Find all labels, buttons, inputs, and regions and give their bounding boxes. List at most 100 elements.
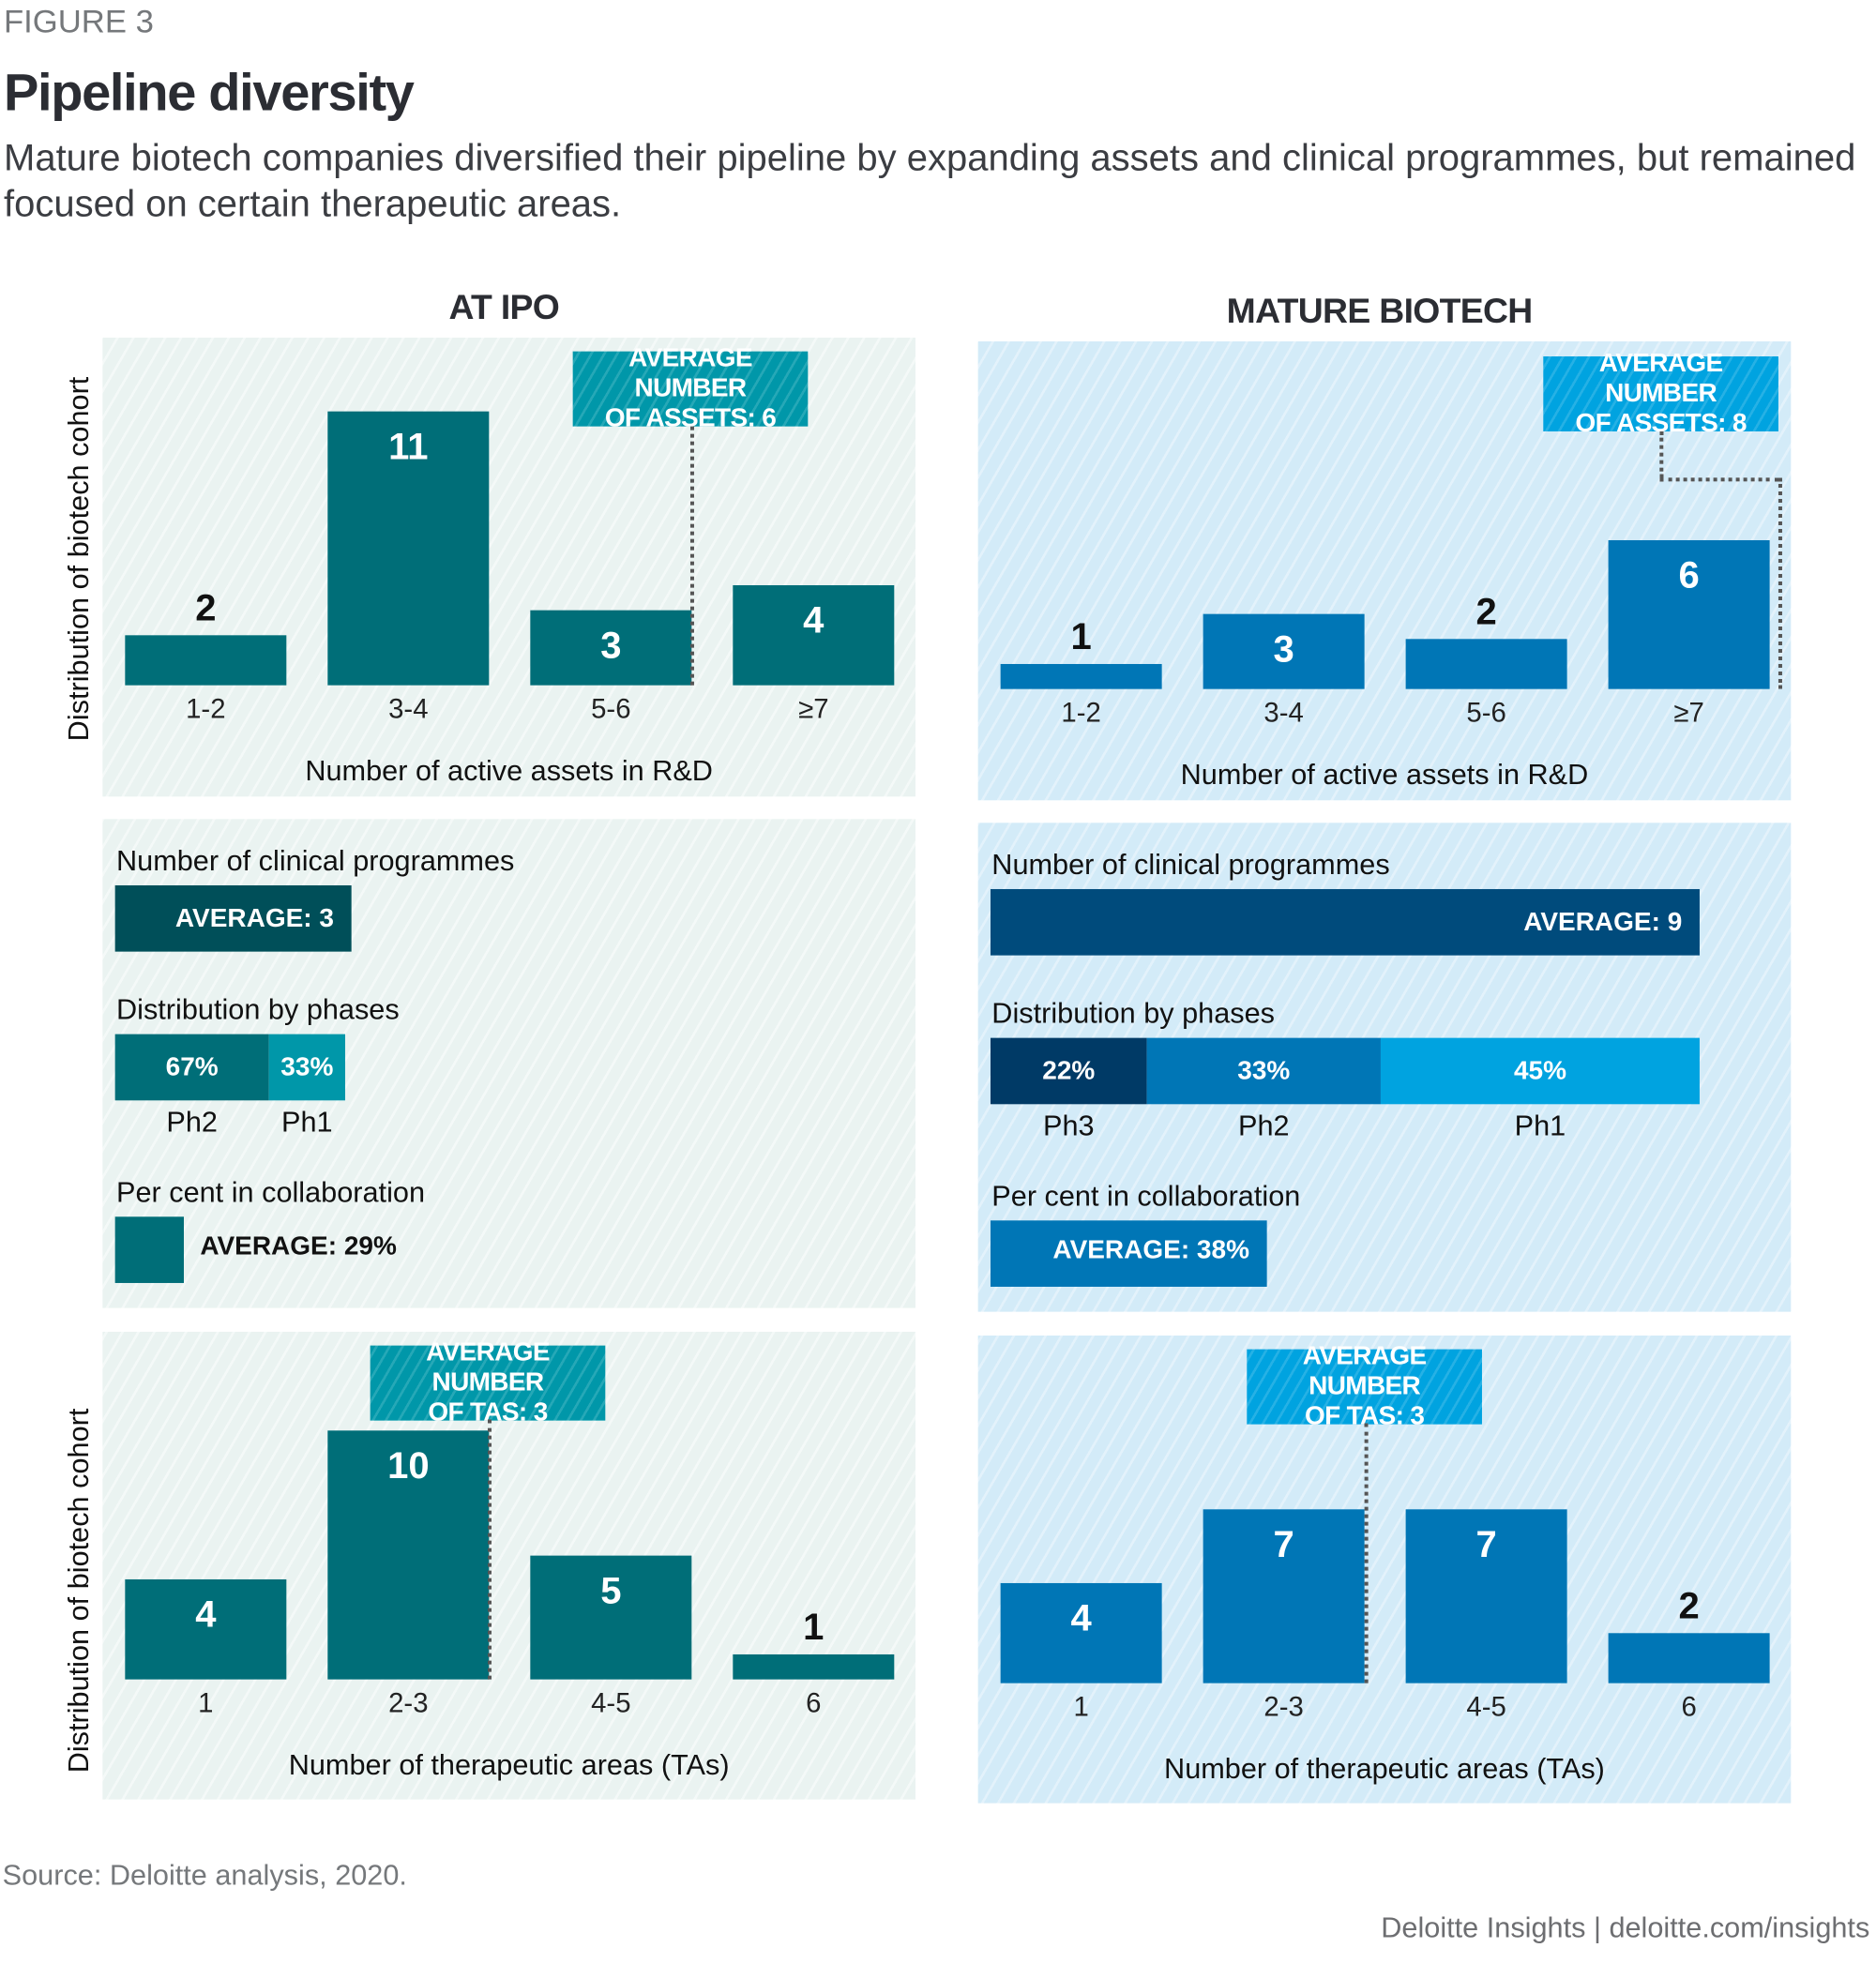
- figure-title: Pipeline diversity: [3, 62, 415, 122]
- category-label: 5-6: [1466, 696, 1506, 728]
- collaboration-label: Per cent in collaboration: [991, 1179, 1301, 1212]
- bar-5-6: [1405, 639, 1567, 689]
- programmes-average-bar: AVERAGE: 3: [114, 884, 352, 952]
- bar-value-label: 3: [600, 626, 622, 668]
- category-label: 2-3: [1263, 1690, 1304, 1722]
- bar-5-6: [530, 611, 692, 686]
- category-label: 1: [1073, 1690, 1089, 1722]
- category-label: 3-4: [1263, 696, 1304, 728]
- category-label: 3-4: [388, 692, 429, 724]
- average-annotation: AVERAGE NUMBER OF TAS: 3: [1247, 1342, 1482, 1430]
- programmes-average-label: AVERAGE: 3: [174, 903, 334, 932]
- phase-percent: 33%: [280, 1051, 334, 1081]
- average-dotted-line: [1659, 430, 1664, 478]
- collaboration-average-label: AVERAGE: 38%: [1052, 1235, 1249, 1264]
- phase-segment-ph1: 33%: [268, 1034, 345, 1101]
- average-annotation: AVERAGE NUMBER OF TAS: 3: [370, 1338, 606, 1427]
- bar-4-5: [1405, 1508, 1567, 1684]
- bar-value-label: 7: [1475, 1523, 1497, 1565]
- bar-1-2: [125, 635, 287, 686]
- phase-segment-ph3: 22%: [990, 1037, 1147, 1105]
- phase-segment-ph2: 33%: [1146, 1037, 1381, 1105]
- ipo-programmes-panel: Number of clinical programmes AVERAGE: 3 D…: [102, 819, 915, 1308]
- average-annotation-line1: AVERAGE NUMBER: [1302, 1341, 1427, 1401]
- column-heading-mature-biotech: MATURE BIOTECH: [1226, 291, 1534, 330]
- bar-value-label: 4: [1070, 1598, 1092, 1640]
- bar-1: [1000, 1583, 1162, 1684]
- average-annotation: AVERAGE NUMBER OF ASSETS: 8: [1543, 349, 1778, 438]
- x-axis-title: Number of therapeutic areas (TAs): [288, 1747, 730, 1781]
- average-dotted-line: [1364, 1423, 1369, 1684]
- phase-name: Ph1: [1514, 1109, 1566, 1142]
- category-label: 6: [1681, 1690, 1697, 1722]
- bar-value-label: 7: [1273, 1523, 1294, 1565]
- phase-name: Ph2: [1238, 1109, 1290, 1142]
- average-dotted-line: [1778, 477, 1782, 689]
- category-label: 4-5: [1466, 1690, 1506, 1722]
- category-label: 4-5: [591, 1686, 631, 1718]
- bar-2-3: [1203, 1508, 1365, 1684]
- bar-value-label: 10: [387, 1445, 430, 1487]
- collaboration-bar: [990, 1220, 1267, 1287]
- average-annotation-line1: AVERAGE NUMBER: [628, 343, 752, 403]
- bar-value-label: 3: [1273, 629, 1294, 672]
- average-annotation-line1: AVERAGE NUMBER: [426, 1337, 550, 1397]
- ipo-assets-panel: 2 1-2 11 3-4 3 5-6 4 ≥7 Number of active assets …: [102, 337, 915, 797]
- bar-value-label: 1: [803, 1607, 825, 1649]
- collaboration-bar: [114, 1216, 184, 1283]
- average-dotted-line: [487, 1419, 492, 1680]
- phase-segment-ph2: 67%: [114, 1034, 269, 1101]
- category-label: ≥7: [798, 692, 829, 724]
- programmes-average-label: AVERAGE: 9: [1523, 907, 1683, 936]
- average-annotation: AVERAGE NUMBER OF ASSETS: 6: [572, 344, 809, 432]
- category-label: 5-6: [591, 692, 631, 724]
- phase-percent: 22%: [1042, 1055, 1096, 1085]
- source-note: Source: Deloitte analysis, 2020.: [2, 1858, 407, 1891]
- phase-segment-ph1: 45%: [1380, 1037, 1700, 1105]
- phases-label: Distribution by phases: [115, 992, 400, 1026]
- phases-label: Distribution by phases: [991, 996, 1276, 1030]
- bar-3-4: [327, 411, 490, 686]
- bar-1: [125, 1579, 287, 1680]
- average-dotted-line: [1659, 477, 1778, 482]
- category-label: 1: [198, 1686, 214, 1718]
- bar-4-5: [530, 1554, 692, 1680]
- figure-subtitle: Mature biotech companies diversified the…: [3, 137, 1856, 225]
- category-label: ≥7: [1673, 696, 1704, 728]
- phase-name: Ph3: [1043, 1109, 1095, 1142]
- x-axis-title: Number of active assets in R&D: [305, 753, 713, 787]
- programmes-average-bar: AVERAGE: 9: [990, 888, 1700, 956]
- bar-value-label: 11: [388, 426, 429, 468]
- bar-value-label: 2: [1678, 1585, 1700, 1627]
- bar-≥7: [1608, 539, 1770, 689]
- collaboration-average-label: AVERAGE: 29%: [200, 1231, 397, 1261]
- phase-name: Ph1: [281, 1105, 333, 1139]
- bar-value-label: 6: [1678, 554, 1700, 596]
- phase-percent: 45%: [1513, 1055, 1566, 1085]
- category-label: 1-2: [186, 692, 226, 724]
- x-axis-title: Number of therapeutic areas (TAs): [1164, 1751, 1605, 1785]
- bar-value-label: 1: [1070, 616, 1092, 658]
- bar-value-label: 2: [195, 587, 217, 629]
- bar-value-label: 4: [803, 600, 825, 642]
- bar-value-label: 5: [600, 1569, 622, 1611]
- ipo-tas-panel: 4 1 10 2-3 5 4-5 1 6 Number of therapeutic areas…: [102, 1331, 915, 1800]
- y-axis-label-assets: Distribution of biotech cohort: [61, 376, 95, 742]
- bar-3-4: [1203, 614, 1365, 689]
- collaboration-label: Per cent in collaboration: [115, 1175, 426, 1208]
- category-label: 2-3: [388, 1686, 429, 1718]
- average-annotation-line1: AVERAGE NUMBER: [1598, 348, 1723, 408]
- category-label: 1-2: [1061, 696, 1101, 728]
- phase-percent: 67%: [165, 1051, 219, 1081]
- mature-programmes-panel: Number of clinical programmes AVERAGE: 9 D…: [977, 823, 1792, 1312]
- column-heading-at-ipo: AT IPO: [448, 287, 560, 326]
- bar-≥7: [733, 585, 895, 686]
- average-dotted-line: [689, 426, 694, 686]
- bar-value-label: 2: [1475, 591, 1497, 633]
- category-label: 6: [806, 1686, 822, 1718]
- bar-2-3: [327, 1430, 490, 1680]
- programmes-label: Number of clinical programmes: [991, 847, 1390, 881]
- x-axis-title: Number of active assets in R&D: [1180, 757, 1589, 791]
- bar-value-label: 4: [195, 1594, 217, 1637]
